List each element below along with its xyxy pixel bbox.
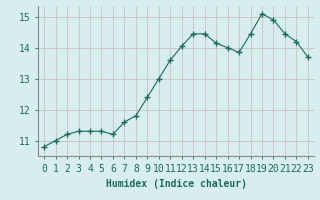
X-axis label: Humidex (Indice chaleur): Humidex (Indice chaleur): [106, 179, 246, 189]
